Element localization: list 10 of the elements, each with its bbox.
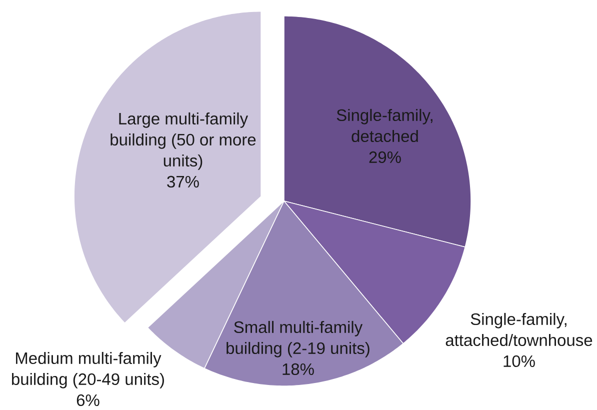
slice-label: Single-family, attached/townhouse — [446, 312, 592, 346]
slice-label: Single-family, detached — [336, 108, 432, 142]
data-label: 37% — [167, 176, 199, 188]
data-label: 18% — [282, 363, 314, 376]
data-label: 6% — [76, 394, 100, 406]
slice-label: Large multi-family building (50 or more units) — [110, 112, 256, 170]
slice-label: Small multi-family building (2-19 units) — [226, 320, 370, 358]
data-label: 10% — [504, 355, 535, 368]
slice-label: Medium multi-family building (20-49 units) — [12, 352, 164, 388]
data-label: 29% — [369, 151, 401, 164]
